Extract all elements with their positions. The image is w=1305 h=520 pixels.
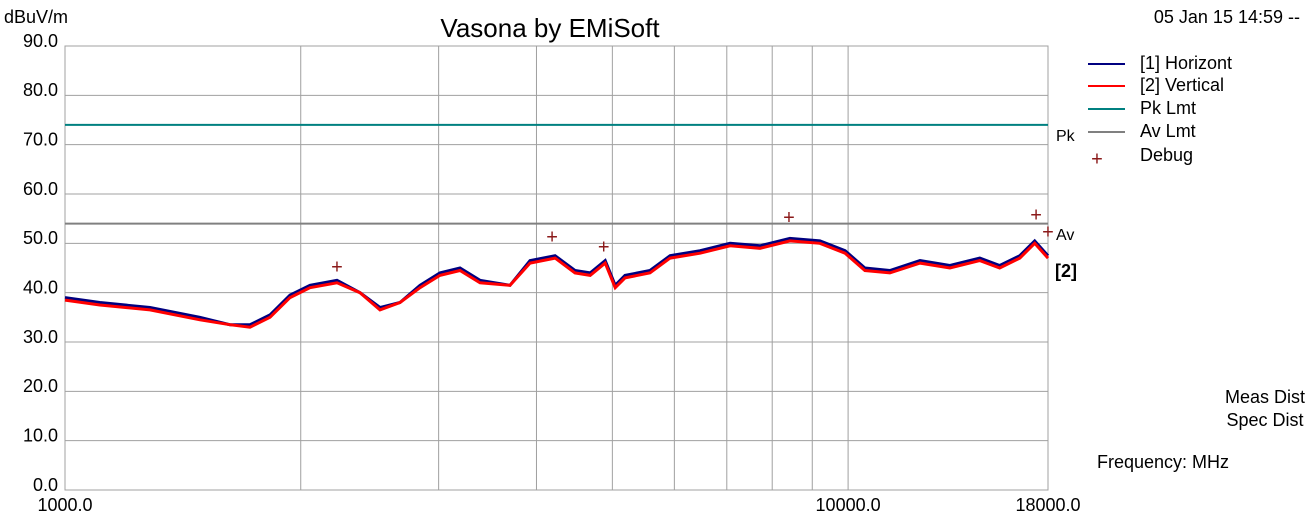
limit-tag: Pk — [1056, 128, 1076, 145]
y-tick-label: 80.0 — [23, 80, 58, 100]
y-tick-label: 10.0 — [23, 425, 58, 445]
x-axis-label: Frequency: MHz — [1097, 452, 1229, 472]
legend-label: [1] Horizont — [1140, 53, 1232, 73]
note: Meas Dist 3m — [1225, 387, 1305, 407]
y-tick-label: 0.0 — [33, 475, 58, 495]
legend-label: Debug — [1140, 145, 1193, 165]
x-tick-label: 10000.0 — [816, 495, 881, 515]
debug-marker: + — [783, 207, 795, 229]
series-line — [64, 239, 1050, 329]
y-tick-label: 60.0 — [23, 179, 58, 199]
y-tick-label: 40.0 — [23, 277, 58, 297]
x-tick-label: 1000.0 — [37, 495, 92, 515]
note: Spec Dist 3m — [1226, 410, 1305, 430]
debug-marker: + — [546, 227, 558, 249]
legend-label: Pk Lmt — [1140, 98, 1196, 118]
y-tick-label: 30.0 — [23, 327, 58, 347]
y-tick-label: 90.0 — [23, 31, 58, 51]
debug-marker: + — [1042, 222, 1054, 244]
x-tick-label: 18000.0 — [1015, 495, 1080, 515]
y-tick-label: 20.0 — [23, 376, 58, 396]
y-axis-label: dBuV/m — [4, 7, 68, 27]
series-line — [64, 236, 1050, 327]
debug-marker: + — [331, 256, 343, 278]
y-tick-label: 70.0 — [23, 129, 58, 149]
debug-marker: + — [598, 237, 610, 259]
chart-title: Vasona by EMiSoft — [440, 13, 660, 43]
debug-marker: + — [1030, 204, 1042, 226]
timestamp: 05 Jan 15 14:59 -- — [1154, 7, 1300, 27]
legend-label: [2] Vertical — [1140, 75, 1224, 95]
trace-tag: [2] — [1055, 261, 1077, 281]
legend-label: Av Lmt — [1140, 121, 1196, 141]
y-tick-label: 50.0 — [23, 228, 58, 248]
plot-frame — [64, 45, 1049, 491]
limit-tag: Av — [1056, 227, 1074, 244]
legend-swatch: + — [1091, 148, 1103, 170]
